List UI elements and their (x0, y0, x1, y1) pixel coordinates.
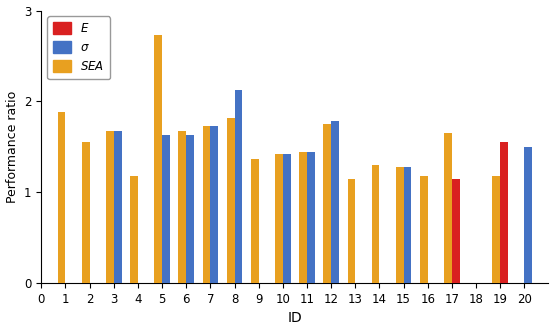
Bar (114, 130, 121, 283)
Bar (227, 118, 234, 283)
Bar (155, 35, 162, 283)
Bar (58, 112, 65, 283)
Bar (162, 135, 170, 283)
Bar (307, 152, 315, 283)
Bar (275, 154, 283, 283)
X-axis label: ID: ID (288, 311, 302, 325)
Bar (500, 142, 508, 283)
Y-axis label: Performance ratio: Performance ratio (6, 91, 18, 203)
Bar (493, 176, 500, 283)
Bar (234, 90, 242, 283)
Bar (444, 133, 452, 283)
Bar (403, 167, 411, 283)
Bar (331, 121, 339, 283)
Bar (82, 142, 90, 283)
Bar (251, 159, 259, 283)
Bar (524, 147, 532, 283)
Bar (130, 176, 138, 283)
Bar (396, 167, 403, 283)
Bar (203, 126, 211, 283)
Bar (186, 135, 194, 283)
Bar (106, 130, 114, 283)
Bar (347, 179, 355, 283)
Bar (420, 176, 428, 283)
Bar (324, 124, 331, 283)
Bar (299, 152, 307, 283)
Bar (211, 126, 218, 283)
Bar (372, 165, 379, 283)
Bar (452, 179, 460, 283)
Bar (178, 130, 186, 283)
Bar (283, 154, 290, 283)
Legend: $E$, $\sigma$, $SEA$: $E$, $\sigma$, $SEA$ (47, 17, 110, 79)
